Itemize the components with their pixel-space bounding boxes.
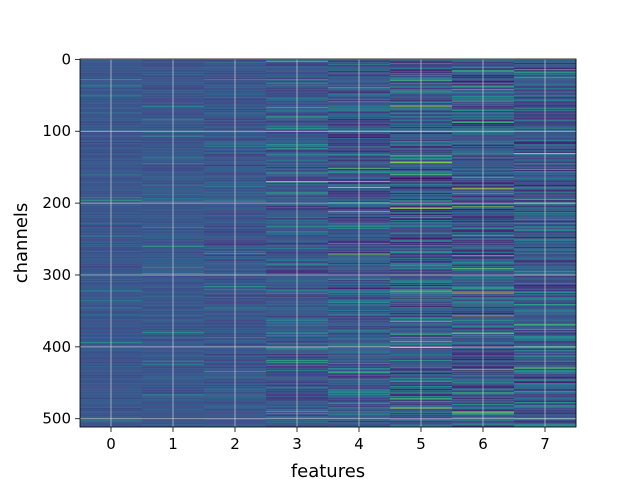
axes: 0 1 2 3 4 5 6 7 0 100 200 300 400 500 [42,50,577,453]
y-tick-label: 400 [42,338,71,356]
y-tick-label: 0 [61,50,71,68]
y-tick-label: 100 [42,122,71,140]
x-tick-label: 4 [354,435,364,453]
x-tick-label: 7 [540,435,550,453]
x-tick-label: 3 [292,435,302,453]
x-tick-label: 1 [168,435,178,453]
y-tick-label: 200 [42,194,71,212]
grid [80,58,576,427]
x-tick-label: 6 [478,435,488,453]
x-tick-label: 5 [416,435,426,453]
y-axis-label: channels [11,203,32,284]
x-axis-label: features [291,461,365,480]
axes-frame [79,58,577,428]
x-tick-label: 2 [230,435,240,453]
y-tick-label: 300 [42,266,71,284]
plot-area [80,59,577,428]
x-tick-label: 0 [106,435,116,453]
y-tick-label: 500 [42,410,71,428]
